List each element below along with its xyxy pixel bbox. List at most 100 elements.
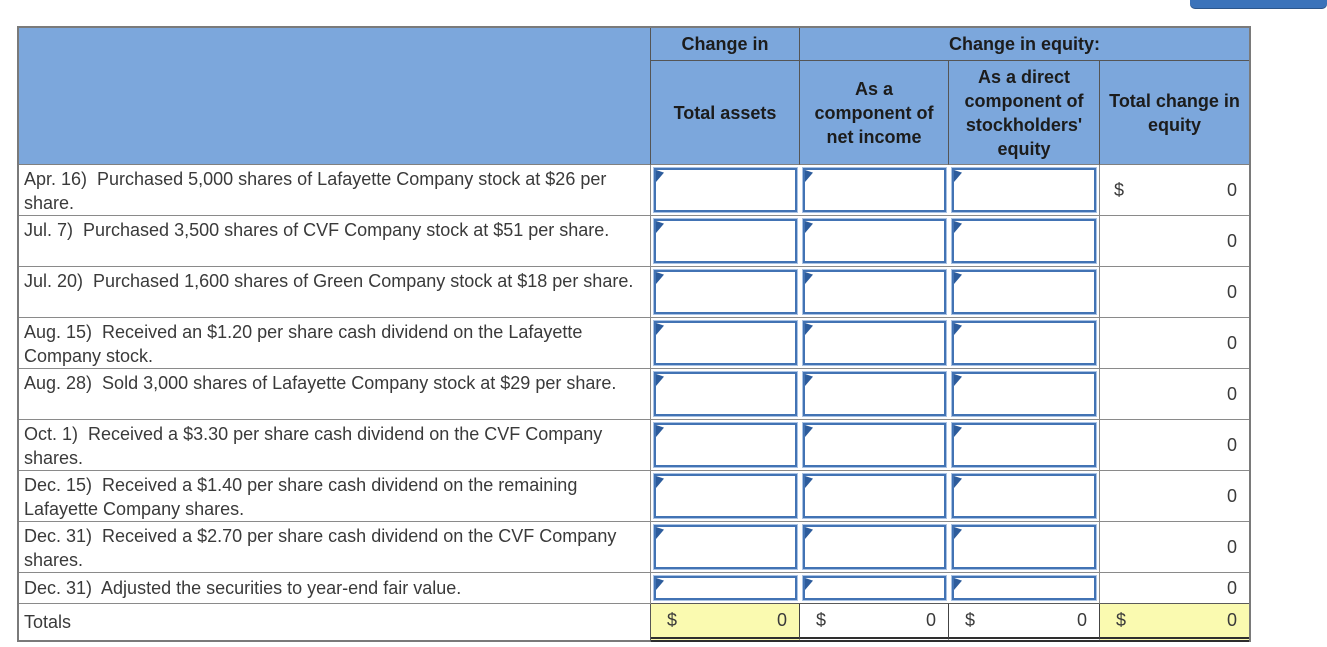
total-change-cell: 0 bbox=[1100, 573, 1250, 604]
currency-symbol: $ bbox=[816, 610, 827, 630]
totals-row: Totals $0 $0 $0 $0 bbox=[19, 604, 1250, 642]
transactions-table-wrapper: Change in Change in equity: Total assets… bbox=[17, 26, 1251, 642]
totals-value: 0 bbox=[925, 610, 936, 630]
total-change-cell: $0 bbox=[1100, 165, 1250, 216]
total-change-value: 0 bbox=[1227, 281, 1238, 302]
total-change-cell: 0 bbox=[1100, 216, 1250, 267]
input-cell-net-income[interactable] bbox=[803, 219, 946, 263]
cell-marker-icon bbox=[656, 476, 664, 488]
input-cell-stockholders-equity[interactable] bbox=[952, 321, 1096, 365]
input-cell-total-assets[interactable] bbox=[654, 576, 797, 600]
input-cell-stockholders-equity[interactable] bbox=[952, 168, 1096, 212]
input-cell-total-assets[interactable] bbox=[654, 474, 797, 518]
input-cell-stockholders-equity[interactable] bbox=[952, 219, 1096, 263]
header-group-row: Change in Change in equity: bbox=[19, 28, 1250, 165]
totals-cell-total-change-in-equity: $0 bbox=[1100, 604, 1250, 642]
currency-symbol: $ bbox=[1116, 610, 1127, 630]
header-blank-cell bbox=[19, 28, 651, 165]
header-total-change-in-equity: Total change in equity bbox=[1100, 61, 1250, 165]
totals-cell-total-assets: $0 bbox=[651, 604, 800, 642]
input-cell-net-income[interactable] bbox=[803, 168, 946, 212]
input-cell-stockholders-equity[interactable] bbox=[952, 372, 1096, 416]
input-cell-net-income[interactable] bbox=[803, 321, 946, 365]
input-cell-net-income[interactable] bbox=[803, 474, 946, 518]
total-change-cell: 0 bbox=[1100, 471, 1250, 522]
input-cell-stockholders-equity[interactable] bbox=[952, 474, 1096, 518]
row-description: Dec. 31) Received a $2.70 per share cash… bbox=[19, 522, 651, 573]
input-cell-net-income[interactable] bbox=[803, 525, 946, 569]
total-change-value: 0 bbox=[1227, 577, 1238, 598]
input-cell-total-assets[interactable] bbox=[654, 168, 797, 212]
input-cell-net-income[interactable] bbox=[803, 576, 946, 600]
total-change-value: 0 bbox=[1227, 536, 1238, 557]
total-change-cell: 0 bbox=[1100, 522, 1250, 573]
input-cell-total-assets[interactable] bbox=[654, 219, 797, 263]
cell-marker-icon bbox=[805, 323, 813, 335]
cell-marker-icon bbox=[954, 578, 962, 590]
table-row: Dec. 31) Adjusted the securities to year… bbox=[19, 573, 1250, 604]
cell-marker-icon bbox=[954, 272, 962, 284]
input-cell-total-assets[interactable] bbox=[654, 270, 797, 314]
cell-marker-icon bbox=[805, 272, 813, 284]
input-cell-net-income[interactable] bbox=[803, 270, 946, 314]
cell-marker-icon bbox=[954, 323, 962, 335]
cell-marker-icon bbox=[954, 374, 962, 386]
total-change-cell: 0 bbox=[1100, 267, 1250, 318]
total-change-value: 0 bbox=[1227, 485, 1238, 506]
total-change-value: 0 bbox=[1227, 179, 1238, 200]
row-description: Apr. 16) Purchased 5,000 shares of Lafay… bbox=[19, 165, 651, 216]
input-cell-stockholders-equity[interactable] bbox=[952, 423, 1096, 467]
cell-marker-icon bbox=[805, 476, 813, 488]
currency-symbol: $ bbox=[965, 610, 976, 630]
input-cell-total-assets[interactable] bbox=[654, 423, 797, 467]
cell-marker-icon bbox=[656, 323, 664, 335]
cell-marker-icon bbox=[954, 425, 962, 437]
header-stockholders-equity-component: As a direct component of stockholders' e… bbox=[949, 61, 1100, 165]
total-change-value: 0 bbox=[1227, 332, 1238, 353]
totals-cell-stockholders-equity: $0 bbox=[949, 604, 1100, 642]
header-change-in: Change in bbox=[651, 28, 800, 61]
table-row: Jul. 20) Purchased 1,600 shares of Green… bbox=[19, 267, 1250, 318]
row-description: Dec. 31) Adjusted the securities to year… bbox=[19, 573, 651, 604]
currency-symbol: $ bbox=[1114, 179, 1125, 200]
table-row: Dec. 15) Received a $1.40 per share cash… bbox=[19, 471, 1250, 522]
cell-marker-icon bbox=[954, 476, 962, 488]
input-cell-net-income[interactable] bbox=[803, 372, 946, 416]
row-description: Aug. 15) Received an $1.20 per share cas… bbox=[19, 318, 651, 369]
row-description: Dec. 15) Received a $1.40 per share cash… bbox=[19, 471, 651, 522]
cell-marker-icon bbox=[805, 221, 813, 233]
cell-marker-icon bbox=[656, 221, 664, 233]
cell-marker-icon bbox=[805, 578, 813, 590]
cell-marker-icon bbox=[954, 221, 962, 233]
input-cell-stockholders-equity[interactable] bbox=[952, 525, 1096, 569]
transactions-table: Change in Change in equity: Total assets… bbox=[19, 28, 1250, 642]
row-description: Jul. 20) Purchased 1,600 shares of Green… bbox=[19, 267, 651, 318]
header-total-assets: Total assets bbox=[651, 61, 800, 165]
total-change-value: 0 bbox=[1227, 434, 1238, 455]
cell-marker-icon bbox=[805, 425, 813, 437]
totals-label: Totals bbox=[19, 604, 651, 642]
input-cell-total-assets[interactable] bbox=[654, 525, 797, 569]
totals-value: 0 bbox=[776, 610, 787, 630]
cell-marker-icon bbox=[656, 374, 664, 386]
header-columns-row: Total assets As a component of net incom… bbox=[19, 61, 1250, 165]
table-row: Apr. 16) Purchased 5,000 shares of Lafay… bbox=[19, 165, 1250, 216]
totals-cell-net-income: $0 bbox=[800, 604, 949, 642]
totals-value: 0 bbox=[1227, 610, 1238, 630]
total-change-cell: 0 bbox=[1100, 420, 1250, 471]
input-cell-total-assets[interactable] bbox=[654, 321, 797, 365]
input-cell-stockholders-equity[interactable] bbox=[952, 576, 1096, 600]
input-cell-net-income[interactable] bbox=[803, 423, 946, 467]
table-row: Dec. 31) Received a $2.70 per share cash… bbox=[19, 522, 1250, 573]
input-cell-total-assets[interactable] bbox=[654, 372, 797, 416]
partially-visible-top-button[interactable] bbox=[1190, 0, 1327, 9]
cell-marker-icon bbox=[805, 170, 813, 182]
total-change-cell: 0 bbox=[1100, 369, 1250, 420]
cell-marker-icon bbox=[656, 272, 664, 284]
header-change-in-equity: Change in equity: bbox=[800, 28, 1250, 61]
table-row: Aug. 15) Received an $1.20 per share cas… bbox=[19, 318, 1250, 369]
input-cell-stockholders-equity[interactable] bbox=[952, 270, 1096, 314]
cell-marker-icon bbox=[656, 425, 664, 437]
row-description: Jul. 7) Purchased 3,500 shares of CVF Co… bbox=[19, 216, 651, 267]
